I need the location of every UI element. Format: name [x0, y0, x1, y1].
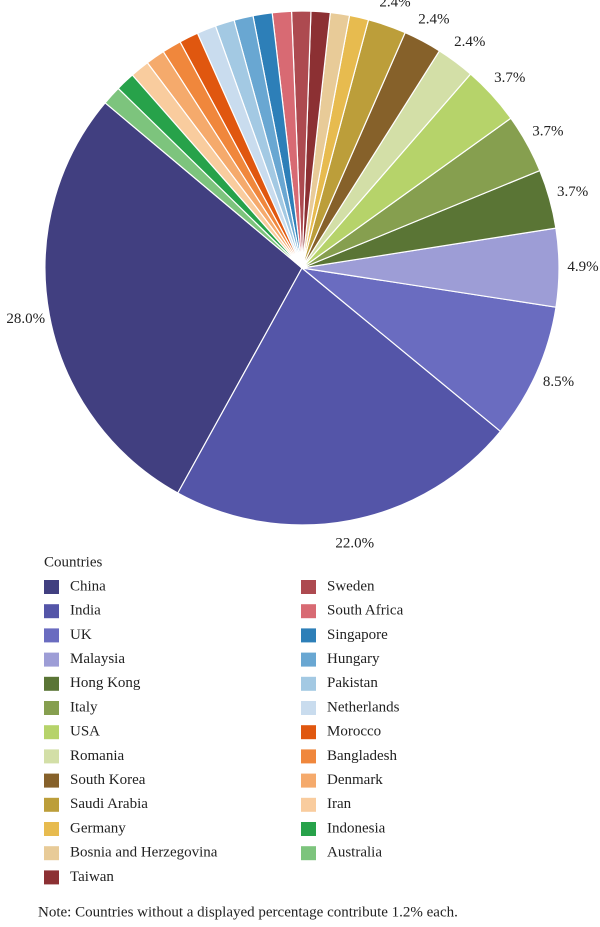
legend-swatch: [44, 580, 59, 594]
legend-swatch: [44, 870, 59, 885]
legend-label: UK: [70, 627, 92, 643]
legend-label: Morocco: [327, 724, 381, 740]
legend-label: India: [70, 603, 101, 619]
legend-label: Netherlands: [327, 699, 400, 715]
legend-swatch: [44, 652, 59, 667]
legend-label: Singapore: [327, 627, 388, 643]
legend-swatch: [301, 676, 316, 691]
legend-label: Sweden: [327, 578, 375, 594]
legend-label: USA: [70, 724, 100, 740]
legend-label: Malaysia: [70, 651, 125, 667]
legend-label: Italy: [70, 699, 98, 715]
pie-slice: [176, 267, 502, 526]
legend-swatch: [44, 676, 59, 691]
legend-swatch: [44, 604, 59, 619]
data-label: 8.5%: [543, 374, 574, 390]
legend-swatch: [44, 701, 59, 715]
legend-swatch: [44, 773, 59, 788]
data-label: 28.0%: [6, 311, 45, 327]
legend-swatch: [44, 725, 59, 740]
legend-label: Bosnia and Herzegovina: [70, 845, 218, 861]
legend-swatch: [301, 797, 316, 812]
legend-label: Hong Kong: [70, 675, 141, 691]
legend-swatch: [301, 749, 316, 764]
pie-slice: [299, 267, 557, 433]
note: Note: Countries without a displayed perc…: [38, 904, 458, 920]
pie-slice: [44, 101, 303, 494]
legend-label: Iran: [327, 796, 352, 812]
legend-label: Bangladesh: [327, 748, 397, 764]
legend-label: Taiwan: [70, 869, 114, 885]
legend-label: Pakistan: [327, 675, 378, 691]
legend-swatch: [301, 846, 316, 861]
legend-swatch: [301, 725, 316, 740]
legend-label: South Korea: [70, 772, 146, 788]
data-label: 3.7%: [494, 70, 525, 86]
legend-swatch: [301, 580, 316, 594]
legend-label: South Africa: [327, 603, 404, 619]
legend-swatch: [44, 822, 59, 836]
legend-swatch: [301, 773, 316, 788]
legend-swatch: [301, 822, 316, 836]
legend-swatch: [301, 652, 316, 667]
legend-swatch: [44, 628, 59, 643]
legend-swatch: [301, 628, 316, 643]
legend-label: China: [70, 578, 106, 594]
data-label: 4.9%: [567, 259, 598, 275]
legend-swatch: [301, 701, 316, 715]
legend-swatch: [44, 846, 59, 861]
legend-title: Countries: [44, 554, 102, 570]
data-label: 3.7%: [532, 123, 563, 139]
data-label: 2.4%: [379, 0, 410, 10]
legend-swatch: [44, 749, 59, 764]
legend-label: Hungary: [327, 651, 380, 667]
legend-label: Denmark: [327, 772, 383, 788]
legend-label: Australia: [327, 845, 382, 861]
legend-label: Indonesia: [327, 820, 386, 836]
legend-label: Saudi Arabia: [70, 796, 148, 812]
legend-label: Romania: [70, 748, 124, 764]
legend-swatch: [44, 797, 59, 812]
data-label: 22.0%: [335, 535, 374, 551]
pie-slice: [104, 87, 303, 269]
data-label: 3.7%: [557, 184, 588, 200]
legend-label: Germany: [70, 820, 126, 836]
data-label: 2.4%: [454, 34, 485, 50]
data-label: 2.4%: [418, 11, 449, 27]
legend-swatch: [301, 604, 316, 619]
